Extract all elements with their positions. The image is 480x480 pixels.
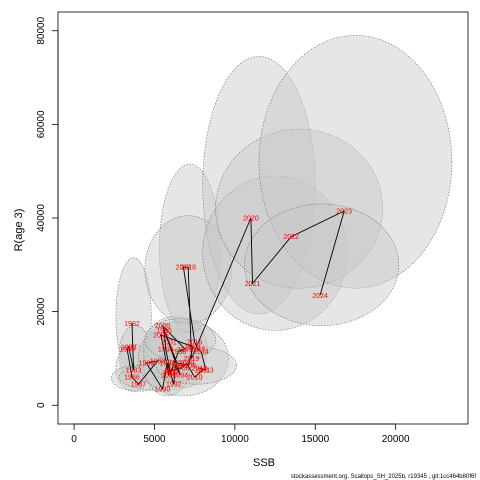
x-tick-label: 0 xyxy=(71,434,77,445)
year-label: 2018 xyxy=(180,265,196,272)
confidence-ellipse xyxy=(215,128,384,289)
confidence-ellipse xyxy=(244,203,400,326)
x-axis: 0 5000 10000 15000 20000 xyxy=(71,423,410,445)
footer-text: stockassessment.org, Scallops_SH_2025b, … xyxy=(291,474,476,480)
year-label: 1990 xyxy=(155,386,171,393)
year-label: 2001 xyxy=(161,340,177,347)
y-axis: 0 20000 40000 60000 80000 xyxy=(36,16,59,408)
year-labels: 1982198319841985198619871988198919901991… xyxy=(119,208,352,393)
year-label: 2010 xyxy=(187,375,203,382)
year-label: 1991 xyxy=(160,361,176,368)
year-label: 1983 xyxy=(126,368,142,375)
year-label: 2002 xyxy=(169,361,185,368)
year-label: 1982 xyxy=(124,321,140,328)
year-label: 2017 xyxy=(176,265,192,272)
year-label: 2009 xyxy=(179,361,195,368)
year-label: 2015 xyxy=(190,347,206,354)
y-tick-label: 20000 xyxy=(36,297,47,325)
year-label: 1997 xyxy=(163,370,179,377)
confidence-ellipse xyxy=(138,320,229,397)
year-label: 2022 xyxy=(283,234,299,241)
year-label: 1993 xyxy=(168,363,184,370)
y-tick-label: 40000 xyxy=(36,204,47,232)
confidence-ellipses xyxy=(110,35,453,397)
year-label: 2003 xyxy=(180,363,196,370)
year-label: 2012 xyxy=(192,365,208,372)
year-label: 2016 xyxy=(187,340,203,347)
year-label: 1989 xyxy=(139,361,155,368)
year-label: 1999 xyxy=(177,347,193,354)
y-tick-label: 80000 xyxy=(36,16,47,44)
y-tick-label: 60000 xyxy=(36,110,47,138)
year-label: 2004 xyxy=(185,344,201,351)
year-label: 1987 xyxy=(131,382,147,389)
year-label: 2023 xyxy=(336,208,352,215)
year-label: 2019 xyxy=(184,356,200,363)
year-label: 2021 xyxy=(245,281,261,288)
confidence-ellipse xyxy=(144,318,216,362)
confidence-ellipse xyxy=(115,257,152,376)
confidence-ellipse xyxy=(202,175,348,331)
year-label: 2014 xyxy=(193,349,209,356)
year-label: 2000 xyxy=(155,323,171,330)
confidence-ellipse xyxy=(202,56,316,315)
year-label: 1986 xyxy=(124,375,140,382)
year-label: 2011 xyxy=(195,368,210,375)
x-tick-label: 10000 xyxy=(221,434,249,445)
year-label: 1985 xyxy=(119,347,135,354)
y-axis-title: R(age 3) xyxy=(13,209,25,252)
confidence-ellipse xyxy=(155,346,237,385)
year-label: 1996 xyxy=(158,347,174,354)
year-label: 1988 xyxy=(150,358,166,365)
x-tick-label: 20000 xyxy=(382,434,410,445)
year-label: 2013 xyxy=(198,368,214,375)
year-label: 2024 xyxy=(312,293,328,300)
trajectory-line xyxy=(126,210,345,391)
year-label: 2008 xyxy=(174,365,190,372)
year-label: 2020 xyxy=(243,216,259,223)
confidence-ellipse xyxy=(158,163,221,334)
year-label: 1995 xyxy=(156,328,172,335)
year-label: 2006 xyxy=(161,372,177,379)
year-label: 2007 xyxy=(164,368,180,375)
year-label: 2005 xyxy=(153,333,169,340)
confidence-ellipse xyxy=(110,364,170,392)
confidence-ellipse xyxy=(118,363,204,391)
y-tick-label: 0 xyxy=(36,402,47,408)
confidence-ellipse xyxy=(258,35,453,289)
year-label: 1984 xyxy=(121,344,137,351)
x-tick-label: 5000 xyxy=(143,434,166,445)
year-label: 1992 xyxy=(166,382,182,389)
trajectory-path xyxy=(126,210,345,391)
x-axis-title: SSB xyxy=(253,457,275,469)
x-tick-label: 15000 xyxy=(301,434,329,445)
year-label: 1994 xyxy=(172,372,188,379)
year-label: 1998 xyxy=(171,349,187,356)
